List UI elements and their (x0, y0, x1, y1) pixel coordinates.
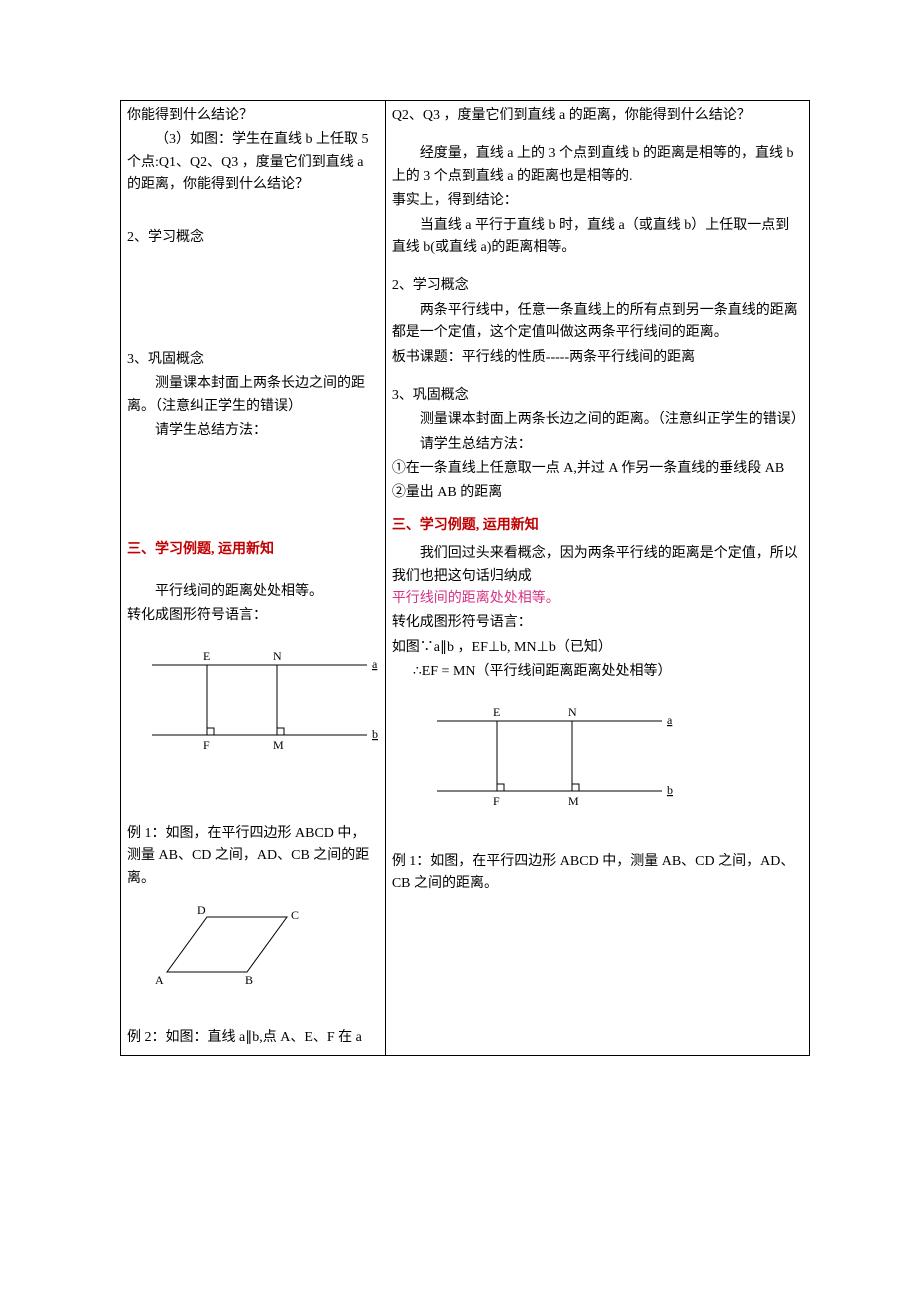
left-q3: （3）如图：学生在直线 b 上任取 5 个点:Q1、Q2、Q3 ，度量它们到直线… (127, 129, 379, 196)
svg-text:E: E (493, 705, 500, 719)
left-example1: 例 1：如图，在平行四边形 ABCD 中，测量 AB、CD 之间，AD、CB 之… (127, 823, 379, 890)
right-parallel-lines-diagram: E N F Ma b (422, 696, 803, 839)
r-p11: ①在一条直线上任意取一点 A,并过 A 作另一条直线的垂线段 AB (392, 458, 803, 480)
svg-text:a: a (667, 713, 673, 727)
left-section2: 2、学习概念 (127, 227, 379, 249)
right-example1: 例 1：如图，在平行四边形 ABCD 中，测量 AB、CD 之间，AD、CB 之… (392, 851, 803, 896)
left-p6: 请学生总结方法： (127, 420, 379, 442)
r-p13a: 我们回过头来看概念，因为两条平行线的距离是个定值，所以我们也把这句话归纳成 (392, 543, 803, 588)
r-p5: 2、学习概念 (392, 275, 803, 297)
left-parallel-lines-diagram: E N F Ma b (137, 640, 379, 783)
r-p9: 测量课本封面上两条长边之间的距离。（注意纠正学生的错误） (392, 409, 803, 431)
r-p10: 请学生总结方法： (392, 434, 803, 456)
svg-text:N: N (568, 705, 577, 719)
r-p13b: 平行线间的距离处处相等。 (392, 591, 560, 606)
svg-text:C: C (291, 908, 299, 922)
right-column: Q2、Q3 ，度量它们到直线 a 的距离，你能得到什么结论？ 经度量，直线 a … (385, 101, 809, 1056)
r-p1: Q2、Q3 ，度量它们到直线 a 的距离，你能得到什么结论？ (392, 105, 803, 127)
r-p2: 经度量，直线 a 上的 3 个点到直线 b 的距离是相等的，直线 b 上的 3 … (392, 143, 803, 188)
r-p3: 事实上，得到结论： (392, 190, 803, 212)
right-heading3: 三、学习例题, 运用新知 (392, 515, 803, 537)
svg-text:M: M (273, 738, 284, 752)
svg-text:D: D (197, 903, 206, 917)
svg-text:E: E (203, 649, 210, 663)
svg-text:a: a (372, 657, 378, 671)
r-p6: 两条平行线中，任意一条直线上的所有点到另一条直线的距离都是一个定值，这个定值叫做… (392, 300, 803, 345)
left-section3: 3、巩固概念 (127, 349, 379, 371)
left-example2: 例 2：如图：直线 a∥b,点 A、E、F 在 a (127, 1027, 379, 1049)
left-q1: 你能得到什么结论？ (127, 105, 379, 127)
left-parallelogram-diagram: A B C D (137, 902, 379, 1000)
svg-text:b: b (667, 783, 673, 797)
svg-text:M: M (568, 794, 579, 808)
r-p16: ∴EF = MN（平行线间距离距离处处相等） (392, 661, 803, 683)
left-heading3: 三、学习例题, 运用新知 (127, 539, 379, 561)
r-p13: 我们回过头来看概念，因为两条平行线的距离是个定值，所以我们也把这句话归纳成平行线… (392, 543, 803, 610)
left-p5: 测量课本封面上两条长边之间的距离。（注意纠正学生的错误） (127, 373, 379, 418)
page: 你能得到什么结论？ （3）如图：学生在直线 b 上任取 5 个点:Q1、Q2、Q… (0, 0, 920, 1302)
svg-text:F: F (493, 794, 500, 808)
r-p15: 如图∵a∥b ，EF⊥b, MN⊥b（已知） (392, 637, 803, 659)
content-table: 你能得到什么结论？ （3）如图：学生在直线 b 上任取 5 个点:Q1、Q2、Q… (120, 100, 810, 1056)
left-p7: 平行线间的距离处处相等。 (127, 581, 379, 603)
r-p14: 转化成图形符号语言： (392, 612, 803, 634)
svg-text:A: A (155, 973, 164, 987)
svg-text:N: N (273, 649, 282, 663)
svg-text:F: F (203, 738, 210, 752)
svg-text:B: B (245, 973, 253, 987)
left-column: 你能得到什么结论？ （3）如图：学生在直线 b 上任取 5 个点:Q1、Q2、Q… (121, 101, 386, 1056)
svg-text:b: b (372, 727, 378, 741)
r-p12: ②量出 AB 的距离 (392, 482, 803, 504)
left-p8: 转化成图形符号语言： (127, 605, 379, 627)
r-p8: 3、巩固概念 (392, 385, 803, 407)
r-p4: 当直线 a 平行于直线 b 时，直线 a（或直线 b）上任取一点到直线 b(或直… (392, 215, 803, 260)
r-p7: 板书课题：平行线的性质-----两条平行线间的距离 (392, 347, 803, 369)
